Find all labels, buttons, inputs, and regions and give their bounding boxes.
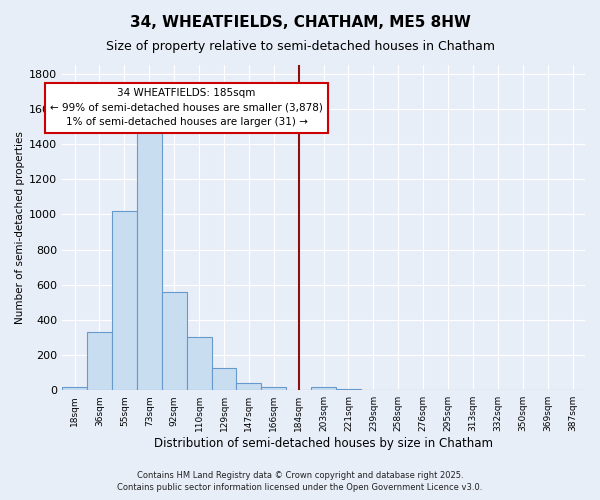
Bar: [62, 386, 87, 390]
Text: 34, WHEATFIELDS, CHATHAM, ME5 8HW: 34, WHEATFIELDS, CHATHAM, ME5 8HW: [130, 15, 470, 30]
Bar: [112, 211, 137, 390]
Bar: [311, 386, 336, 390]
X-axis label: Distribution of semi-detached houses by size in Chatham: Distribution of semi-detached houses by …: [154, 437, 493, 450]
Text: 34 WHEATFIELDS: 185sqm
← 99% of semi-detached houses are smaller (3,878)
1% of s: 34 WHEATFIELDS: 185sqm ← 99% of semi-det…: [50, 88, 323, 128]
Bar: [236, 383, 262, 390]
Bar: [87, 332, 112, 390]
Y-axis label: Number of semi-detached properties: Number of semi-detached properties: [15, 131, 25, 324]
Text: Contains HM Land Registry data © Crown copyright and database right 2025.
Contai: Contains HM Land Registry data © Crown c…: [118, 470, 482, 492]
Bar: [137, 126, 162, 390]
Bar: [212, 368, 236, 390]
Bar: [162, 292, 187, 390]
Bar: [187, 338, 212, 390]
Text: Size of property relative to semi-detached houses in Chatham: Size of property relative to semi-detach…: [106, 40, 494, 53]
Bar: [262, 386, 286, 390]
